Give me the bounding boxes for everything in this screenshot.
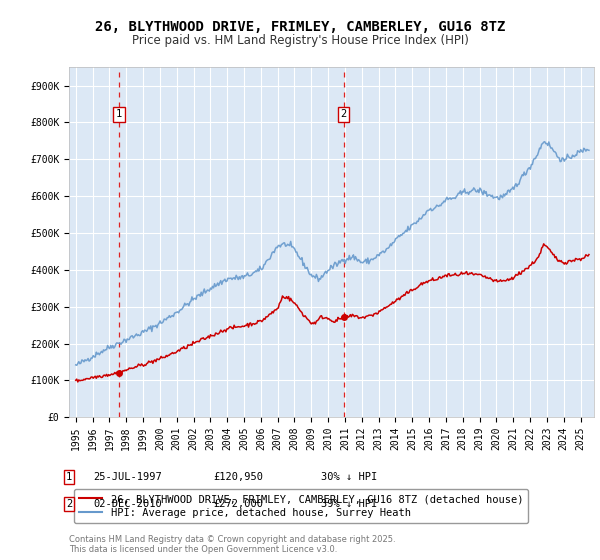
Text: £120,950: £120,950: [213, 472, 263, 482]
Text: 26, BLYTHWOOD DRIVE, FRIMLEY, CAMBERLEY, GU16 8TZ: 26, BLYTHWOOD DRIVE, FRIMLEY, CAMBERLEY,…: [95, 20, 505, 34]
Text: 1: 1: [66, 472, 72, 482]
Text: 25-JUL-1997: 25-JUL-1997: [93, 472, 162, 482]
Text: Price paid vs. HM Land Registry's House Price Index (HPI): Price paid vs. HM Land Registry's House …: [131, 34, 469, 47]
Text: 30% ↓ HPI: 30% ↓ HPI: [321, 472, 377, 482]
Text: 2: 2: [340, 109, 347, 119]
Text: 02-DEC-2010: 02-DEC-2010: [93, 499, 162, 509]
Text: 2: 2: [66, 499, 72, 509]
Text: Contains HM Land Registry data © Crown copyright and database right 2025.
This d: Contains HM Land Registry data © Crown c…: [69, 535, 395, 554]
Text: 1: 1: [116, 109, 122, 119]
Legend: 26, BLYTHWOOD DRIVE, FRIMLEY, CAMBERLEY, GU16 8TZ (detached house), HPI: Average: 26, BLYTHWOOD DRIVE, FRIMLEY, CAMBERLEY,…: [74, 489, 529, 523]
Text: 39% ↓ HPI: 39% ↓ HPI: [321, 499, 377, 509]
Text: £272,000: £272,000: [213, 499, 263, 509]
